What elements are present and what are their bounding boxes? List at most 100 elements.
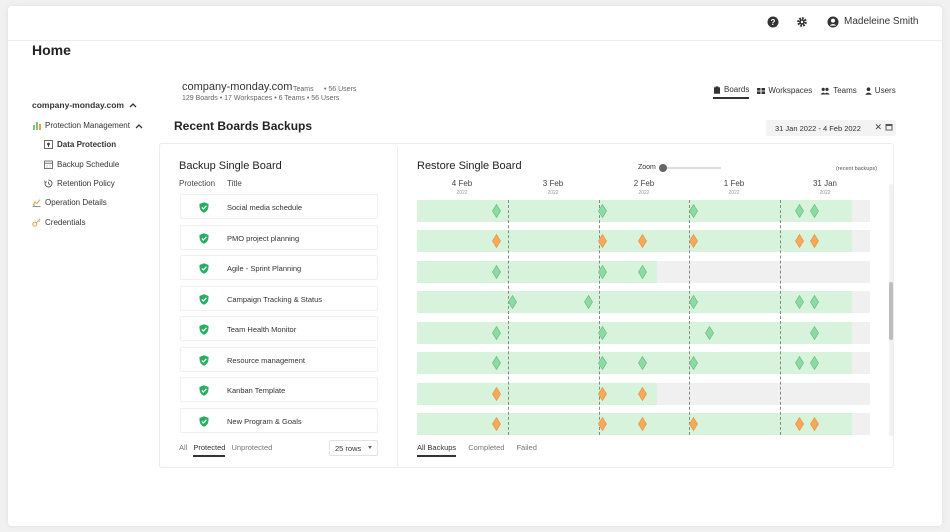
failed-backup-marker[interactable]: [598, 416, 608, 432]
shield-check-icon: [199, 324, 209, 335]
table-row[interactable]: Resource management: [180, 347, 378, 372]
failed-backup-marker[interactable]: [688, 233, 698, 249]
tab-users[interactable]: Users: [864, 85, 896, 99]
timeline-year-label: 2022: [819, 190, 831, 196]
timeline-year-label: 2022: [638, 190, 650, 196]
column-protection[interactable]: Protection: [179, 179, 216, 188]
failed-backup-marker[interactable]: [810, 416, 820, 432]
table-row[interactable]: Campaign Tracking & Status: [180, 286, 378, 311]
completed-backup-marker[interactable]: [598, 325, 608, 341]
completed-backup-marker[interactable]: [491, 355, 501, 371]
sidebar-item-protection-management[interactable]: Protection Management: [32, 121, 143, 130]
failed-backup-marker[interactable]: [795, 233, 805, 249]
completed-backup-marker[interactable]: [810, 294, 820, 310]
calendar-icon[interactable]: [885, 123, 893, 133]
timeline-row: [417, 200, 870, 222]
completed-backup-marker[interactable]: [688, 294, 698, 310]
completed-backup-marker[interactable]: [583, 294, 593, 310]
filter-all[interactable]: All: [179, 443, 188, 452]
completed-backup-marker[interactable]: [491, 264, 501, 280]
zoom-slider-handle[interactable]: [659, 164, 667, 172]
tab-workspaces[interactable]: Workspaces: [757, 85, 812, 99]
failed-backup-marker[interactable]: [491, 386, 501, 402]
filter-protected[interactable]: Protected: [193, 443, 226, 457]
failed-backup-marker[interactable]: [491, 416, 501, 432]
column-title[interactable]: Title: [227, 179, 242, 188]
sidebar-item-retention-policy[interactable]: Retention Policy: [44, 179, 115, 188]
recent-backups-note: (recent backups): [836, 166, 877, 172]
failed-backup-marker[interactable]: [598, 233, 608, 249]
completed-backup-marker[interactable]: [795, 294, 805, 310]
lock-icon: [44, 140, 53, 149]
timeline-day-label: 1 Feb: [723, 179, 745, 188]
org-name: company-monday.com: [32, 100, 124, 110]
filter-unprotected[interactable]: Unprotected: [231, 443, 273, 452]
filter-failed[interactable]: Failed: [516, 443, 537, 452]
completed-backup-marker[interactable]: [637, 355, 647, 371]
tab-boards[interactable]: Boards: [713, 85, 750, 99]
completed-backup-marker[interactable]: [795, 203, 805, 219]
help-icon[interactable]: ?: [766, 15, 780, 29]
completed-backup-marker[interactable]: [507, 294, 517, 310]
grid-icon: [757, 87, 766, 94]
user-name[interactable]: Madeleine Smith: [844, 16, 919, 27]
close-icon[interactable]: ✕: [874, 122, 882, 132]
sidebar-item-data-protection[interactable]: Data Protection: [44, 140, 116, 149]
chevron-up-icon: [129, 103, 137, 108]
completed-backup-marker[interactable]: [810, 325, 820, 341]
completed-backup-marker[interactable]: [598, 203, 608, 219]
table-row[interactable]: New Program & Goals: [180, 408, 378, 433]
tab-label: Boards: [724, 85, 750, 94]
board-title: PMO project planning: [227, 234, 300, 243]
failed-backup-marker[interactable]: [637, 416, 647, 432]
failed-backup-marker[interactable]: [688, 416, 698, 432]
date-range-picker[interactable]: 31 Jan 2022 - 4 Feb 2022 ✕: [766, 120, 896, 136]
filter-completed[interactable]: Completed: [468, 443, 505, 452]
completed-backup-marker[interactable]: [637, 264, 647, 280]
completed-backup-marker[interactable]: [810, 355, 820, 371]
gear-icon[interactable]: [795, 15, 809, 29]
board-title: Kanban Template: [227, 386, 286, 395]
completed-backup-marker[interactable]: [688, 203, 698, 219]
shield-check-icon: [199, 416, 209, 427]
org-selector[interactable]: company-monday.com: [32, 100, 137, 110]
filter-all-backups[interactable]: All Backups: [417, 443, 457, 457]
svg-text:?: ?: [771, 18, 776, 27]
completed-backup-marker[interactable]: [810, 203, 820, 219]
rows-per-page-select[interactable]: 25 rows: [329, 440, 378, 456]
completed-backup-marker[interactable]: [598, 264, 608, 280]
completed-backup-marker[interactable]: [704, 325, 714, 341]
failed-backup-marker[interactable]: [491, 233, 501, 249]
completed-backup-marker[interactable]: [795, 355, 805, 371]
completed-backup-marker[interactable]: [598, 355, 608, 371]
failed-backup-marker[interactable]: [637, 386, 647, 402]
completed-backup-marker[interactable]: [688, 355, 698, 371]
failed-backup-marker[interactable]: [637, 233, 647, 249]
user-circle-icon[interactable]: [826, 15, 840, 29]
table-row[interactable]: Agile - Sprint Planning: [180, 255, 378, 280]
table-row[interactable]: Social media schedule: [180, 194, 378, 219]
sidebar-item-backup-schedule[interactable]: Backup Schedule: [44, 160, 119, 169]
timeline-scrollbar-thumb[interactable]: [889, 282, 893, 340]
completed-backup-marker[interactable]: [491, 325, 501, 341]
zoom-slider[interactable]: [663, 167, 721, 169]
backup-coverage-bar: [417, 413, 852, 435]
backup-coverage-bar: [417, 230, 852, 252]
backup-panel-title: Backup Single Board: [179, 160, 282, 172]
table-row[interactable]: Kanban Template: [180, 377, 378, 402]
tab-teams[interactable]: Teams: [820, 85, 857, 99]
failed-backup-marker[interactable]: [810, 233, 820, 249]
table-row[interactable]: PMO project planning: [180, 225, 378, 250]
sidebar-item-credentials[interactable]: Credentials: [32, 218, 85, 227]
backup-coverage-bar: [417, 200, 852, 222]
shield-check-icon: [199, 233, 209, 244]
tab-label: Teams: [833, 86, 857, 95]
day-separator: [599, 200, 600, 435]
completed-backup-marker[interactable]: [491, 203, 501, 219]
org-title: company-monday.com: [182, 81, 293, 93]
home-heading[interactable]: Home: [32, 42, 71, 58]
sidebar-item-operation-details[interactable]: Operation Details: [32, 198, 107, 207]
table-row[interactable]: Team Health Monitor: [180, 316, 378, 341]
failed-backup-marker[interactable]: [598, 386, 608, 402]
failed-backup-marker[interactable]: [795, 416, 805, 432]
